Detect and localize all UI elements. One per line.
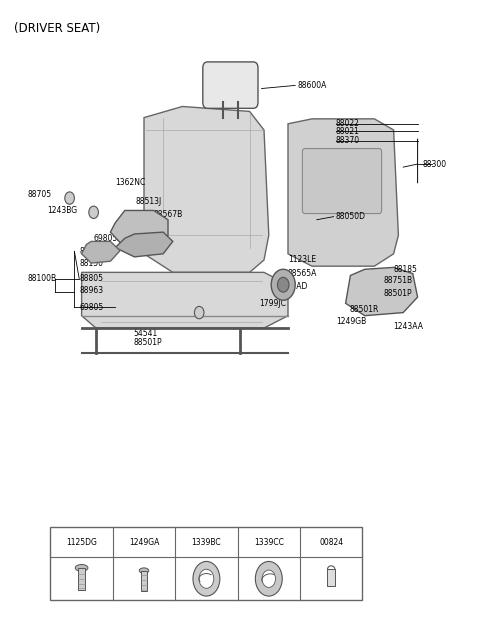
- Text: 54541: 54541: [133, 329, 158, 338]
- Text: 88501P: 88501P: [384, 289, 413, 298]
- Text: 88370: 88370: [336, 136, 360, 145]
- Polygon shape: [346, 267, 418, 316]
- Text: 88501P: 88501P: [133, 338, 162, 347]
- Circle shape: [194, 306, 204, 319]
- Text: 88170: 88170: [79, 247, 103, 256]
- Text: 88600A: 88600A: [298, 81, 327, 90]
- Text: 1249GA: 1249GA: [129, 538, 159, 547]
- Text: (DRIVER SEAT): (DRIVER SEAT): [14, 22, 101, 35]
- Text: 88050D: 88050D: [336, 212, 366, 221]
- Circle shape: [89, 206, 98, 219]
- Text: 88567B: 88567B: [154, 210, 183, 219]
- Text: 1362NC: 1362NC: [115, 178, 145, 187]
- Text: 88705: 88705: [28, 190, 52, 199]
- FancyBboxPatch shape: [203, 62, 258, 108]
- Bar: [141, 571, 147, 591]
- Text: 88565A: 88565A: [288, 269, 317, 278]
- Polygon shape: [110, 210, 168, 248]
- Circle shape: [277, 277, 289, 292]
- Text: 1123LE: 1123LE: [288, 256, 316, 264]
- Polygon shape: [288, 119, 398, 266]
- Text: 1339BC: 1339BC: [192, 538, 221, 547]
- Text: 88185: 88185: [394, 265, 418, 274]
- Bar: [50, 527, 362, 600]
- Bar: [327, 569, 336, 586]
- Ellipse shape: [139, 568, 149, 573]
- Text: 88963: 88963: [79, 287, 103, 295]
- Polygon shape: [82, 241, 120, 263]
- Text: 00824: 00824: [319, 538, 343, 547]
- Bar: [78, 568, 85, 590]
- Text: 88751B: 88751B: [384, 276, 413, 285]
- Text: 1799JC: 1799JC: [259, 299, 286, 308]
- Text: 88100B: 88100B: [28, 274, 57, 283]
- Circle shape: [262, 570, 276, 587]
- Text: 1249GB: 1249GB: [336, 318, 366, 326]
- Text: 88501R: 88501R: [349, 305, 379, 314]
- Ellipse shape: [75, 565, 88, 571]
- Text: 1125DG: 1125DG: [66, 538, 97, 547]
- Circle shape: [193, 561, 220, 596]
- Polygon shape: [115, 232, 173, 257]
- Circle shape: [199, 569, 214, 588]
- Text: 1327AD: 1327AD: [277, 282, 308, 291]
- Text: 69805: 69805: [79, 303, 104, 311]
- Text: 88022: 88022: [336, 119, 360, 128]
- Text: 88150: 88150: [79, 259, 103, 268]
- Text: 88513J: 88513J: [135, 197, 162, 206]
- FancyBboxPatch shape: [302, 149, 382, 214]
- Text: 88021: 88021: [336, 127, 360, 136]
- Circle shape: [255, 561, 282, 596]
- Text: 1339CC: 1339CC: [254, 538, 284, 547]
- Circle shape: [271, 269, 295, 300]
- Text: 88805: 88805: [79, 274, 103, 283]
- Polygon shape: [144, 106, 269, 272]
- Polygon shape: [82, 272, 288, 328]
- Text: 69805Z: 69805Z: [94, 235, 123, 243]
- Text: 88300: 88300: [422, 160, 446, 168]
- Circle shape: [65, 192, 74, 204]
- Text: 1243AA: 1243AA: [394, 322, 423, 331]
- Text: 1243BG: 1243BG: [47, 206, 77, 215]
